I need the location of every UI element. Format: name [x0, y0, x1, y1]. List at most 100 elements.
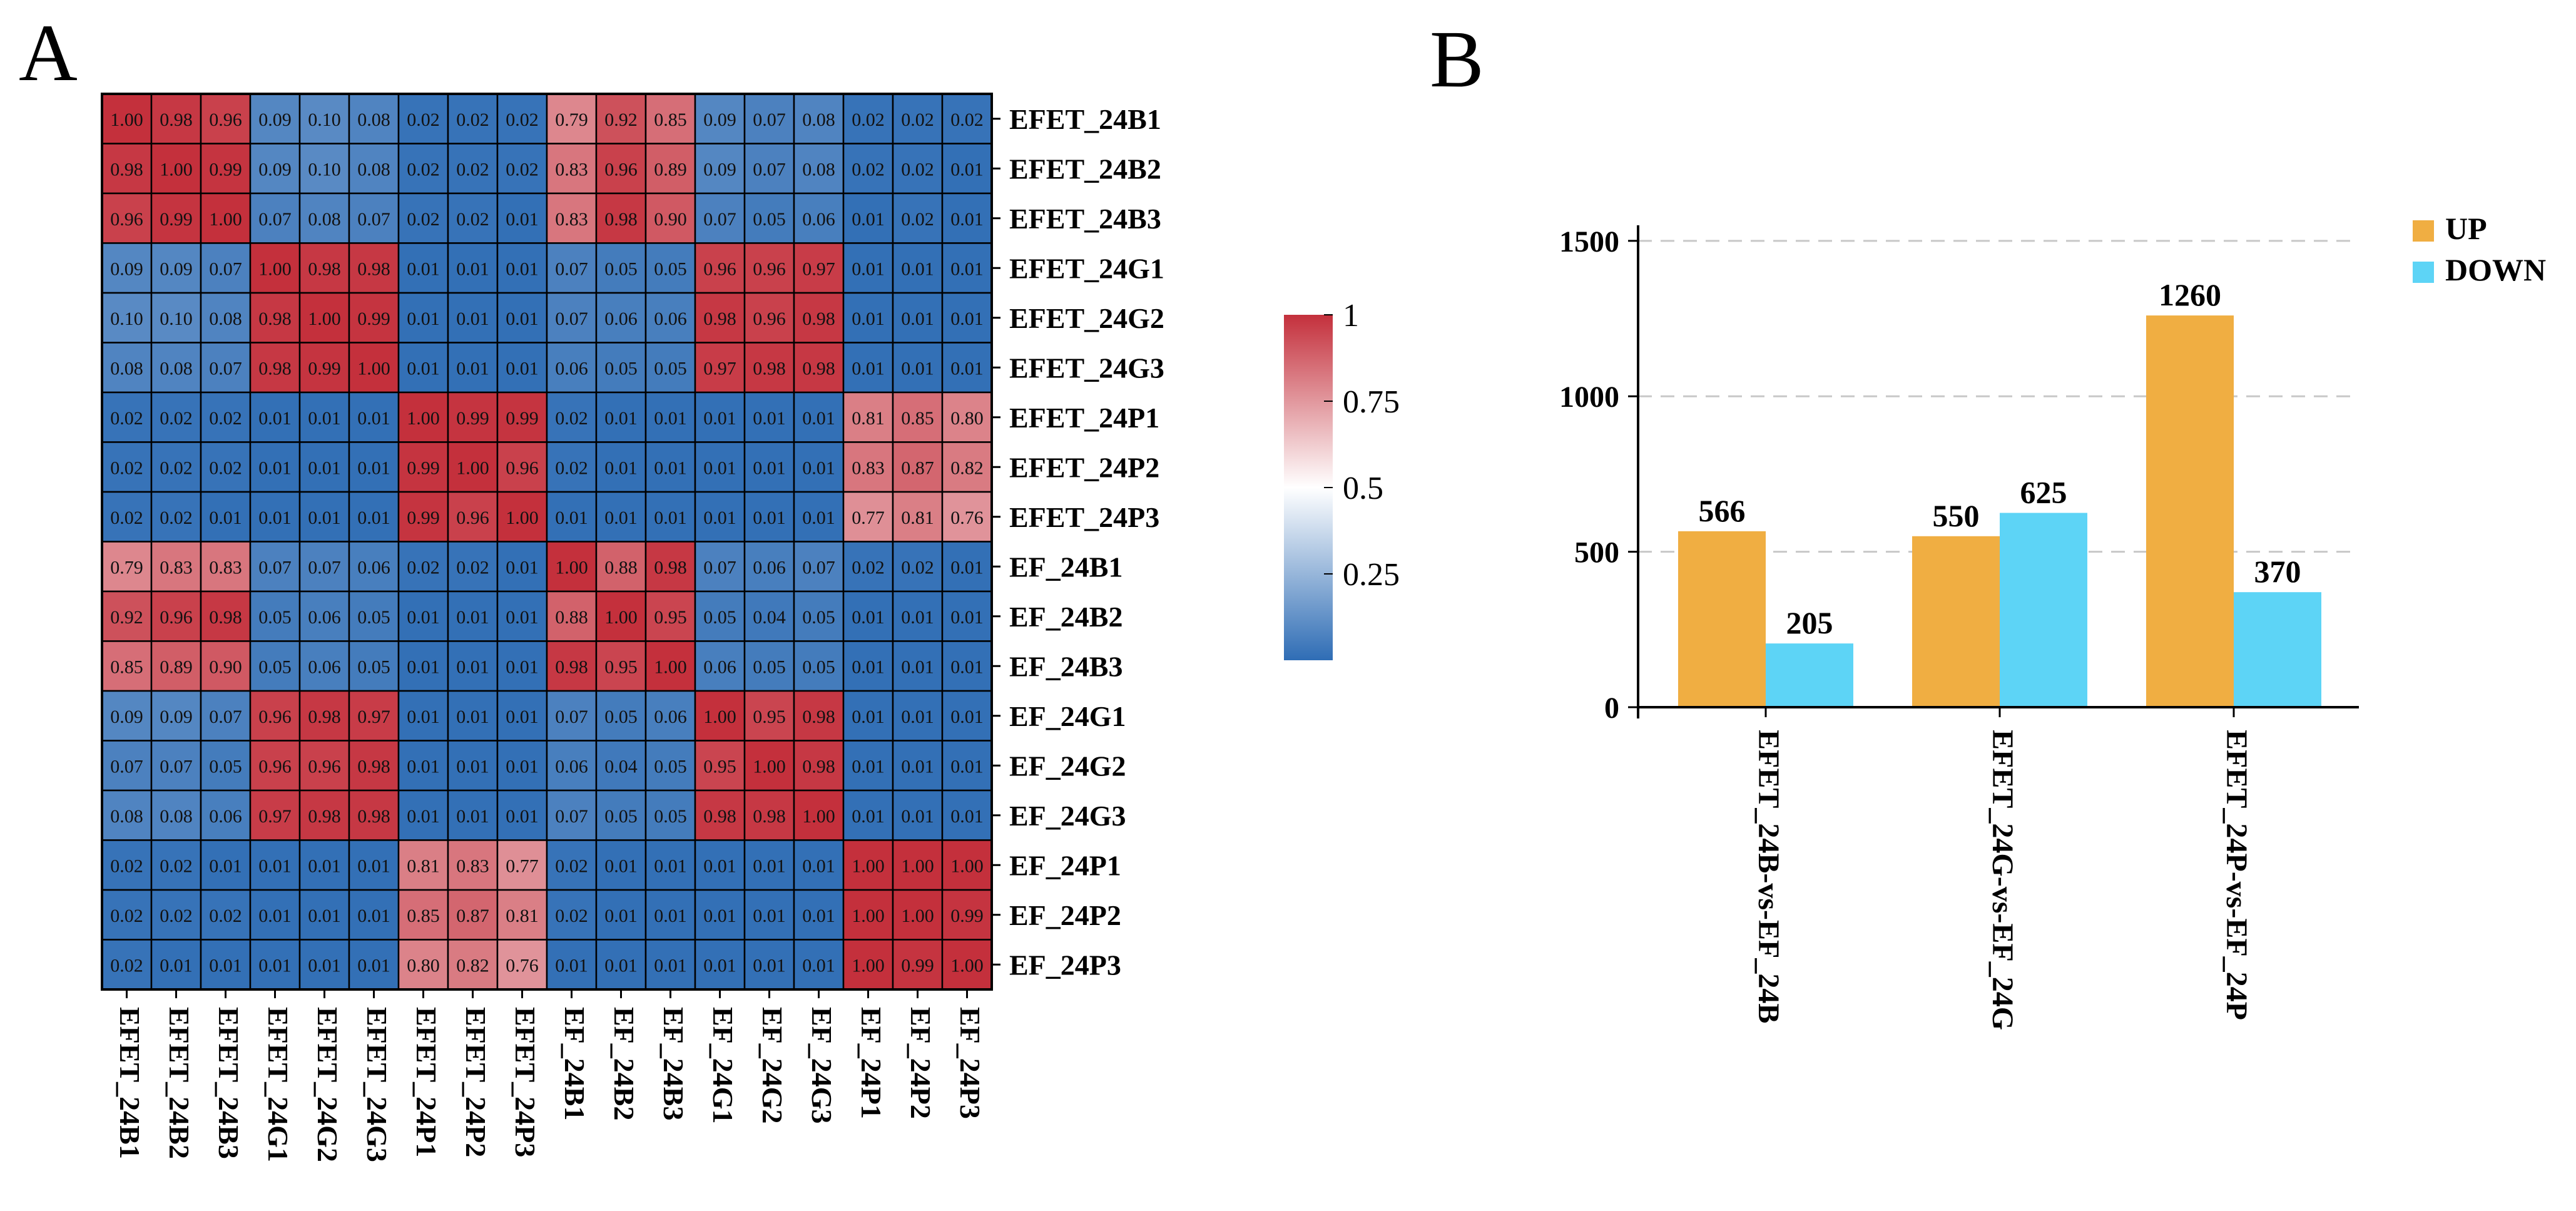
heatmap-cell	[892, 491, 944, 543]
bar-up	[1912, 536, 2000, 707]
heatmap-cell	[348, 342, 400, 394]
heatmap-cell	[200, 889, 252, 941]
heatmap-cell-value: 0.01	[506, 258, 539, 279]
heatmap-cell-value: 0.97	[258, 806, 292, 827]
heatmap-cell-value: 0.02	[555, 856, 588, 876]
heatmap-cell-value: 0.99	[901, 955, 934, 976]
heatmap-cell-value: 0.01	[703, 408, 736, 429]
heatmap-cell-value: 0.01	[950, 557, 984, 578]
heatmap-cell-value: 0.02	[555, 457, 588, 478]
heatmap-row-label: EF_24P1	[1009, 849, 1121, 881]
heatmap-cell-value: 0.96	[506, 457, 539, 478]
heatmap-row-label: EFET_24P2	[1009, 451, 1159, 483]
heatmap-cell	[249, 640, 301, 692]
heatmap-cell-value: 0.07	[357, 209, 390, 230]
heatmap-cell-value: 0.83	[555, 209, 588, 230]
heatmap-cell-value: 0.02	[852, 557, 885, 578]
heatmap-cell	[743, 690, 795, 742]
heatmap-cell-value: 0.01	[950, 806, 984, 827]
bar-down	[1766, 643, 1853, 707]
heatmap-cell-value: 0.05	[604, 258, 638, 279]
heatmap-cell	[447, 640, 499, 692]
heatmap-cell-value: 0.01	[950, 358, 984, 379]
heatmap-cell	[496, 640, 548, 692]
heatmap-cell-value: 0.01	[901, 258, 934, 279]
heatmap-cell-value: 1.00	[407, 408, 440, 429]
heatmap-cell	[150, 391, 202, 443]
heatmap-cell	[249, 391, 301, 443]
heatmap-cell-value: 0.01	[901, 707, 934, 727]
heatmap-cell-value: 0.01	[654, 408, 687, 429]
heatmap-cell	[793, 391, 845, 443]
heatmap-cell	[595, 192, 647, 244]
heatmap-cell-value: 0.01	[802, 906, 835, 926]
heatmap-cell-value: 0.01	[357, 856, 390, 876]
heatmap-cell	[298, 342, 350, 394]
heatmap-cell	[348, 789, 400, 841]
heatmap-cell	[496, 292, 548, 344]
heatmap-cell-value: 0.01	[852, 358, 885, 379]
heatmap-cell-value: 0.08	[357, 110, 390, 130]
heatmap-cell-value: 0.01	[308, 457, 341, 478]
heatmap-cell-value: 0.06	[802, 209, 835, 230]
heatmap-cell-value: 1.00	[950, 955, 984, 976]
heatmap-cell-value: 0.87	[456, 906, 489, 926]
heatmap-cell-value: 0.96	[456, 508, 489, 528]
heatmap-cell-value: 0.02	[160, 906, 193, 926]
heatmap-cell-value: 0.77	[506, 856, 539, 876]
heatmap-cell	[694, 391, 746, 443]
heatmap-cell	[892, 292, 944, 344]
deg-bar-chart: 0 500 1000 1500 566 205 EFET_24B-vs-EF_24B 550 6…	[1559, 211, 2546, 1030]
heatmap-row-label: EFET_24B3	[1009, 203, 1161, 235]
heatmap-cell-value: 0.97	[357, 707, 390, 727]
heatmap-cell-value: 0.01	[506, 607, 539, 628]
heatmap-cell-value: 0.81	[852, 408, 885, 429]
heatmap-cell-value: 0.02	[110, 906, 143, 926]
heatmap-cell-value: 0.02	[901, 159, 934, 180]
bar-value-label: 550	[1933, 498, 1980, 533]
heatmap-cell-value: 0.02	[110, 408, 143, 429]
heatmap-cell-value: 0.01	[506, 557, 539, 578]
heatmap-row-label: EFET_24P3	[1009, 501, 1159, 533]
heatmap-cell	[842, 93, 894, 145]
heatmap-cell	[644, 939, 696, 991]
heatmap-cell-value: 0.09	[703, 110, 736, 130]
heatmap-cell	[150, 143, 202, 195]
heatmap-cell-value: 1.00	[110, 110, 143, 130]
heatmap-cell	[892, 590, 944, 642]
heatmap-cell-value: 0.87	[901, 457, 934, 478]
heatmap-row-label: EFET_24G3	[1009, 352, 1164, 384]
heatmap-cell-value: 0.98	[703, 309, 736, 329]
bar-down	[2234, 592, 2321, 707]
panel-label-b: B	[1430, 14, 1484, 105]
heatmap-cell-value: 0.01	[258, 856, 292, 876]
heatmap-cell-value: 0.01	[506, 209, 539, 230]
heatmap-cell	[447, 789, 499, 841]
heatmap-cell	[348, 491, 400, 543]
heatmap-cell-value: 0.80	[407, 955, 440, 976]
legend-label-up: UP	[2445, 211, 2487, 246]
heatmap-cell-value: 0.07	[703, 209, 736, 230]
heatmap-cell-value: 0.01	[901, 309, 934, 329]
heatmap-cell-value: 0.02	[901, 110, 934, 130]
heatmap-cell-value: 0.01	[407, 309, 440, 329]
heatmap-cell-value: 0.02	[901, 209, 934, 230]
heatmap-cell	[101, 192, 153, 244]
heatmap-cell	[892, 889, 944, 941]
heatmap-cell-value: 0.98	[258, 358, 292, 379]
heatmap-cell-value: 0.06	[555, 358, 588, 379]
heatmap-cell-value: 0.07	[555, 258, 588, 279]
heatmap-border	[101, 93, 993, 991]
heatmap-cell	[644, 192, 696, 244]
heatmap-cell-value: 0.89	[160, 657, 193, 677]
heatmap-cell-value: 0.89	[654, 159, 687, 180]
heatmap-cell-value: 0.01	[407, 258, 440, 279]
heatmap-cell	[694, 143, 746, 195]
heatmap-cell	[298, 441, 350, 493]
heatmap-cell	[298, 740, 350, 792]
heatmap-cell	[496, 342, 548, 394]
heatmap-col-label: EFET_24G3	[361, 1007, 393, 1162]
heatmap-cell-value: 0.01	[456, 607, 489, 628]
heatmap-cell	[892, 541, 944, 593]
